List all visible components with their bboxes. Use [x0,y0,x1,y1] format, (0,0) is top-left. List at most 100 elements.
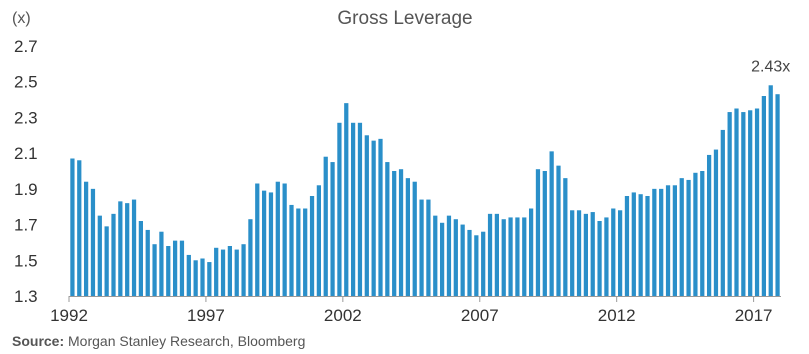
x-tick-label: 1992 [50,306,88,325]
bar [700,171,705,296]
bar [227,246,232,296]
bar [604,217,609,296]
bar [70,158,75,296]
bar [77,160,82,296]
annotations-group: 2.43x [751,58,790,75]
bar [344,103,349,296]
bar [412,181,417,296]
bar [131,199,137,296]
bar [754,108,760,296]
bar [241,244,246,296]
bar [207,262,212,296]
bar [768,85,773,296]
bar [426,199,431,296]
bar [118,201,123,296]
bar [152,244,157,296]
bar [611,208,616,296]
bar [713,149,719,296]
bar [549,151,554,296]
x-tick-label: 1997 [187,306,225,325]
bar [583,213,588,296]
bar [727,112,732,296]
bar [214,247,219,296]
bar [111,213,116,296]
bar [494,213,499,296]
y-tick-label: 1.7 [14,216,38,235]
bar [433,215,438,296]
bar [275,181,280,296]
bar [193,260,198,296]
bar [398,169,404,296]
bar [686,179,691,296]
bar [439,222,445,296]
bar-annotation: 2.43x [751,58,790,75]
bar [138,221,143,296]
bar [145,229,150,296]
bar [535,169,541,296]
bar [172,240,178,296]
chart-title: Gross Leverage [337,8,472,29]
bar [179,240,185,296]
bar [289,204,294,296]
bar [220,249,226,296]
bar [309,196,315,296]
bar [741,112,746,296]
x-axis-ticks: 1992 1997 2002 2007 2012 2017 [50,296,773,325]
bar [556,165,561,296]
bar [364,135,369,296]
bar [419,199,424,296]
bar [104,226,109,296]
bar [405,178,410,296]
bar [679,178,684,296]
bar [481,231,486,296]
bar [693,172,698,296]
bar [775,94,780,297]
bar [659,188,664,296]
bar [330,162,335,296]
x-tick-label: 2007 [461,306,499,325]
bar [296,208,301,296]
bar [748,110,753,296]
bar [125,203,130,296]
bar [487,213,493,296]
bar [672,185,677,296]
bar [255,183,260,296]
source-note: Source: Morgan Stanley Research, Bloombe… [12,333,305,349]
bar [734,108,739,296]
y-tick-label: 2.7 [14,37,38,56]
bar [337,122,342,296]
y-tick-label: 1.3 [14,287,38,306]
bar [303,208,308,296]
bar [665,185,671,296]
bar [378,138,383,296]
bar [467,229,472,296]
bar [248,219,253,296]
y-tick-label: 1.9 [14,180,38,199]
x-tick-label: 2017 [735,306,773,325]
bar [261,190,267,296]
y-tick-label: 2.5 [14,73,38,92]
y-tick-label: 2.1 [14,144,38,163]
bar [200,258,205,296]
bar [350,122,356,296]
bar [186,254,191,296]
bar [159,231,164,296]
bar [576,210,582,296]
bar [371,140,376,296]
bar [268,192,274,296]
bar [652,188,657,296]
bar [392,171,397,296]
bar [515,217,520,296]
bar [645,196,650,296]
x-tick-label: 2012 [598,306,636,325]
y-unit-label: (x) [12,10,31,27]
bar [638,194,643,296]
bar [508,217,513,296]
bar [83,181,89,296]
bars-group [70,85,780,297]
bar [501,219,506,296]
source-text: Morgan Stanley Research, Bloomberg [68,333,306,349]
bar [316,185,321,296]
bar [97,215,102,296]
bar [453,219,458,296]
